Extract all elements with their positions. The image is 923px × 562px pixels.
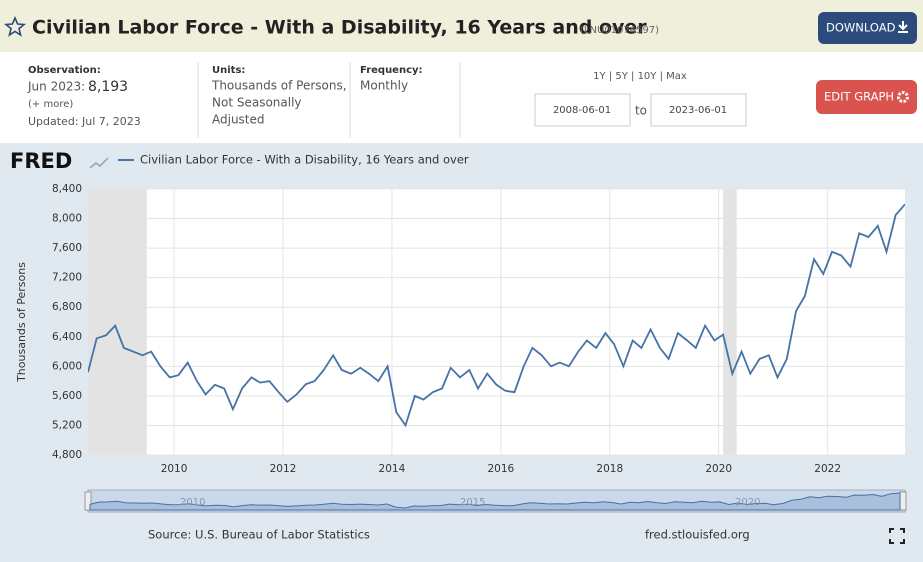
- navigator-label: 2015: [460, 497, 485, 508]
- end-date-input[interactable]: [650, 93, 747, 127]
- x-tick-label: 2016: [487, 463, 514, 475]
- series-title: Civilian Labor Force - With a Disability…: [32, 17, 647, 39]
- header-bar: [0, 0, 923, 52]
- plot-area: [88, 189, 905, 455]
- units-line: Thousands of Persons,: [211, 79, 347, 93]
- series-line: [88, 203, 905, 428]
- y-tick-label: 7,200: [52, 272, 82, 284]
- navigator-handle[interactable]: [899, 491, 907, 511]
- plot: [88, 189, 905, 455]
- favorite-star[interactable]: [3, 15, 27, 37]
- navigator-label: 2010: [180, 497, 205, 508]
- x-tick-label: 2010: [161, 463, 188, 475]
- to-label: to: [635, 104, 647, 118]
- more-link[interactable]: (+ more): [28, 99, 73, 110]
- fred-logo: FRED: [10, 149, 72, 173]
- edit-graph-bg: [816, 80, 917, 114]
- download-button[interactable]: DOWNLOAD: [818, 12, 917, 44]
- x-tick-label: 2020: [705, 463, 732, 475]
- start-date: 2008-06-01: [553, 105, 611, 116]
- y-tick-label: 6,400: [52, 331, 82, 343]
- y-tick-label: 7,600: [52, 242, 82, 254]
- download-icon: [898, 21, 908, 33]
- x-tick-label: 2018: [596, 463, 623, 475]
- edit-graph-label: EDIT GRAPH: [824, 90, 894, 104]
- y-tick-label: 5,600: [52, 390, 82, 402]
- units-line: Adjusted: [212, 113, 265, 127]
- y-tick-label: 6,000: [52, 360, 82, 372]
- y-tick-label: 6,800: [52, 301, 82, 313]
- units-line: Not Seasonally: [212, 96, 302, 110]
- y-tick-label: 8,000: [52, 213, 82, 225]
- frequency-label: Frequency:: [360, 65, 423, 76]
- y-tick-label: 5,200: [52, 419, 82, 431]
- recession-shading: [88, 189, 147, 455]
- edit-graph-button[interactable]: EDIT GRAPH: [816, 80, 917, 114]
- logo-icon: [89, 157, 109, 169]
- gear-icon: [897, 91, 909, 103]
- x-tick-label: 2022: [814, 463, 841, 475]
- download-label: DOWNLOAD: [826, 21, 896, 35]
- x-tick-label: 2014: [379, 463, 406, 475]
- url[interactable]: fred.stlouisfed.org: [645, 528, 750, 542]
- legend-label: Civilian Labor Force - With a Disability…: [140, 153, 469, 167]
- navigator-line: [89, 492, 901, 511]
- start-date-input[interactable]: [534, 93, 631, 127]
- range-buttons[interactable]: 1Y | 5Y | 10Y | Max: [593, 71, 687, 82]
- download-button-bg: [818, 12, 917, 44]
- navigator-handle[interactable]: [84, 491, 92, 511]
- observation-value: 8,193: [88, 79, 128, 95]
- updated-date: Updated: Jul 7, 2023: [28, 115, 141, 128]
- navigator-label: 2020: [735, 497, 760, 508]
- units-label: Units:: [212, 65, 245, 76]
- y-axis-label: Thousands of Persons: [15, 262, 28, 383]
- end-date: 2023-06-01: [669, 105, 727, 116]
- source: Source: U.S. Bureau of Labor Statistics: [148, 528, 370, 542]
- fullscreen-icon[interactable]: [889, 528, 905, 544]
- observation-date: Jun 2023:: [27, 80, 85, 94]
- observation-label: Observation:: [28, 65, 101, 76]
- y-tick-label: 8,400: [52, 183, 82, 195]
- y-tick-label: 4,800: [52, 449, 82, 461]
- frequency-value: Monthly: [360, 79, 408, 93]
- series-id: (LNU01074597): [580, 25, 659, 36]
- recession-shading: [723, 189, 737, 455]
- x-tick-label: 2012: [270, 463, 297, 475]
